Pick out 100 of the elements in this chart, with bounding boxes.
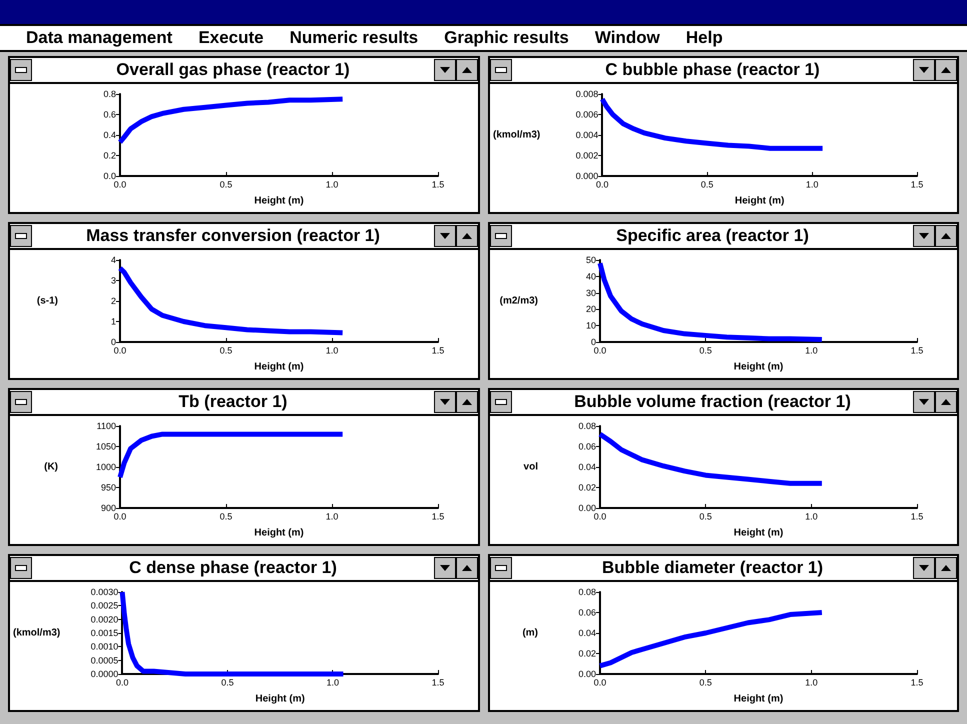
- x-tick-label: 0.5: [700, 180, 714, 190]
- text: Window: [594, 28, 660, 48]
- chart-title: Specific area (reactor 1): [615, 226, 810, 246]
- x-axis-title: Height (m): [734, 528, 784, 538]
- y-axis-title: (kmol/m3): [492, 130, 540, 140]
- x-tick-label: 1.0: [806, 180, 818, 190]
- x-tick-label: 0.5: [220, 180, 232, 190]
- y-tick-label: 3: [110, 276, 116, 286]
- chart-title: Bubble diameter (reactor 1): [600, 558, 824, 578]
- y-tick-label: 0.06: [578, 608, 596, 618]
- y-axis-title: (m): [522, 628, 538, 638]
- y-tick-label: 30: [586, 288, 596, 298]
- y-tick-label: 20: [586, 304, 596, 314]
- x-tick-label: 1.0: [326, 512, 338, 522]
- y-tick-label: 0.0020: [90, 614, 118, 624]
- y-tick-label: 0.0010: [90, 642, 118, 652]
- y-axis-title: (m2/m3): [500, 296, 538, 306]
- y-tick-label: 40: [586, 271, 596, 282]
- y-tick-label: 0.08: [578, 587, 596, 597]
- text: Numeric results: [290, 28, 418, 48]
- x-tick-label: 1.0: [326, 180, 338, 190]
- y-tick-label: 0.002: [576, 150, 598, 160]
- x-axis-title: Height (m): [254, 196, 304, 206]
- x-tick-label: 0.5: [221, 678, 234, 688]
- x-tick-label: 1.5: [432, 678, 444, 688]
- y-tick-label: 0.0005: [90, 655, 118, 666]
- y-tick-label: 0.0000: [90, 669, 118, 679]
- y-tick-label: 0.04: [578, 628, 596, 638]
- y-tick-label: 0.2: [103, 150, 116, 160]
- text: Execute: [198, 28, 264, 48]
- y-tick-label: 4: [110, 255, 116, 265]
- x-tick-label: 0.5: [220, 346, 232, 356]
- x-tick-label: 1.0: [805, 512, 818, 522]
- y-tick-label: 0.00: [578, 669, 596, 679]
- text: Data management: [26, 28, 172, 48]
- y-tick-label: 0.6: [103, 110, 116, 120]
- y-tick-label: 0: [110, 337, 116, 347]
- y-tick-label: 0: [590, 337, 596, 347]
- y-tick-label: 0.0: [103, 171, 116, 181]
- x-axis-title: Height (m): [734, 694, 784, 704]
- y-tick-label: 0.008: [576, 89, 598, 99]
- y-tick-label: 0.8: [103, 89, 116, 99]
- text: Graphic results: [444, 28, 569, 48]
- y-axis-title: (K): [44, 462, 58, 472]
- y-tick-label: 1050: [96, 442, 116, 452]
- y-tick-label: 0.0025: [90, 600, 118, 611]
- x-tick-label: 1.5: [910, 346, 924, 356]
- y-tick-label: 0.08: [578, 421, 596, 431]
- y-axis-title: (s-1): [36, 296, 58, 306]
- y-tick-label: 0.0015: [90, 628, 118, 638]
- y-tick-label: 1: [110, 316, 116, 326]
- x-tick-label: 1.5: [910, 512, 924, 522]
- text: Help: [686, 28, 723, 48]
- x-axis-title: Height (m): [734, 196, 784, 206]
- x-tick-label: 1.5: [432, 512, 444, 522]
- y-tick-label: 1000: [96, 462, 116, 472]
- chart-title: Mass transfer conversion (reactor 1): [85, 226, 381, 246]
- x-tick-label: 0.0: [596, 180, 608, 190]
- y-tick-label: 0.000: [576, 171, 598, 181]
- x-tick-label: 0.5: [699, 678, 712, 688]
- x-tick-label: 1.0: [805, 346, 818, 356]
- y-axis-title: vol: [524, 462, 538, 472]
- chart-title: C dense phase (reactor 1): [128, 558, 338, 578]
- y-tick-label: 0.02: [578, 482, 596, 492]
- y-axis-title: (kmol/m3): [12, 628, 60, 638]
- y-tick-label: 2: [110, 296, 116, 306]
- x-tick-label: 1.0: [326, 346, 338, 356]
- x-tick-label: 1.0: [326, 678, 339, 688]
- y-tick-label: 0.02: [578, 648, 596, 658]
- x-tick-label: 0.5: [699, 346, 712, 356]
- x-tick-label: 0.5: [220, 512, 232, 522]
- x-tick-label: 1.5: [432, 346, 444, 356]
- x-tick-label: 1.0: [805, 678, 818, 688]
- x-tick-label: 0.0: [594, 678, 606, 688]
- y-tick-label: 0.04: [578, 462, 596, 472]
- chart-title: Bubble volume fraction (reactor 1): [573, 392, 852, 412]
- y-tick-label: 10: [586, 320, 596, 331]
- y-tick-label: 0.0030: [90, 587, 118, 597]
- x-axis-title: Height (m): [254, 528, 304, 538]
- y-tick-label: 900: [100, 503, 116, 513]
- chart-title: Overall gas phase (reactor 1): [115, 60, 351, 80]
- y-tick-label: 0.06: [578, 442, 596, 452]
- x-axis-title: Height (m): [255, 694, 305, 704]
- x-tick-label: 1.5: [910, 678, 924, 688]
- x-tick-label: 1.5: [910, 180, 924, 190]
- x-tick-label: 0.0: [594, 346, 606, 356]
- x-tick-label: 1.5: [432, 180, 444, 190]
- y-tick-label: 0.004: [576, 130, 598, 140]
- y-tick-label: 50: [586, 255, 596, 265]
- x-tick-label: 0.0: [594, 512, 606, 522]
- y-tick-label: 950: [100, 482, 116, 492]
- y-tick-label: 0.00: [578, 503, 596, 513]
- x-axis-title: Height (m): [734, 362, 784, 372]
- chart-title: Tb (reactor 1): [178, 392, 288, 412]
- y-tick-label: 0.006: [576, 110, 598, 120]
- y-tick-label: 1100: [96, 421, 116, 431]
- y-tick-label: 0.4: [103, 130, 116, 140]
- x-tick-label: 0.5: [699, 512, 712, 522]
- x-axis-title: Height (m): [254, 362, 304, 372]
- chart-title: C bubble phase (reactor 1): [604, 60, 821, 80]
